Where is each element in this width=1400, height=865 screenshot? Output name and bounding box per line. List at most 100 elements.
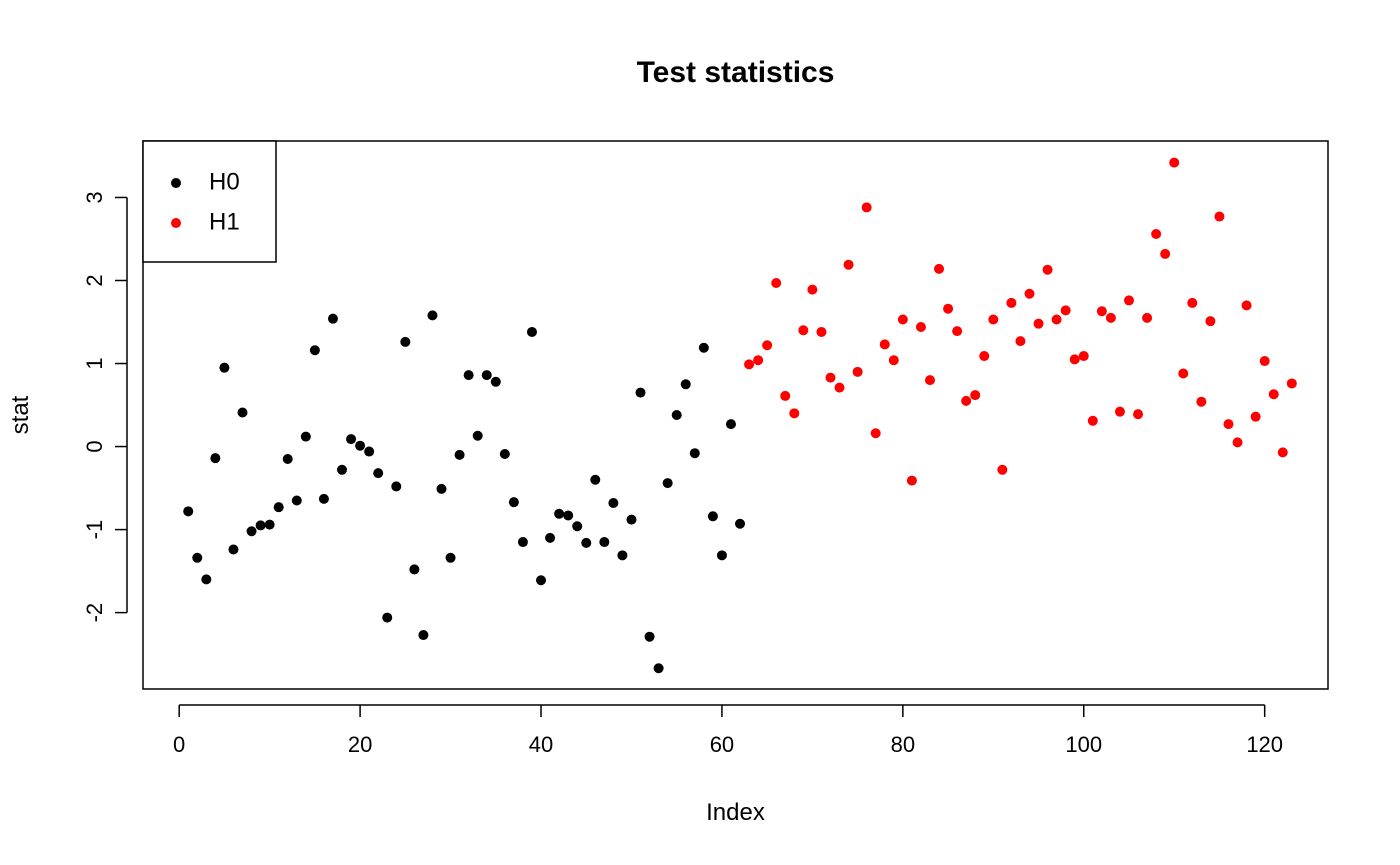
data-point-h1	[1169, 157, 1180, 168]
y-tick-label: 3	[82, 191, 107, 203]
data-point-h0	[400, 336, 411, 347]
data-point-h0	[427, 310, 438, 321]
data-point-h0	[382, 612, 393, 623]
legend: H0 H1	[142, 140, 277, 263]
data-point-h1	[1205, 316, 1216, 327]
data-point-h0	[481, 370, 492, 381]
y-tick-label: 2	[82, 274, 107, 286]
data-point-h0	[201, 574, 212, 585]
data-point-h0	[725, 419, 736, 430]
data-point-h0	[346, 434, 357, 445]
data-point-h1	[1006, 297, 1017, 308]
data-point-h1	[789, 408, 800, 419]
data-point-h1	[798, 325, 809, 336]
data-points	[183, 157, 1297, 674]
data-point-h1	[879, 339, 890, 350]
x-tick-label: 120	[1246, 732, 1283, 757]
data-point-h0	[418, 630, 429, 641]
data-point-h0	[273, 502, 284, 513]
data-point-h1	[1187, 297, 1198, 308]
data-point-h0	[716, 550, 727, 561]
data-point-h1	[1286, 378, 1297, 389]
legend-label-h0: H0	[209, 168, 240, 195]
y-axis-label: stat	[7, 395, 34, 434]
data-point-h0	[445, 552, 456, 563]
data-point-h1	[861, 202, 872, 213]
data-point-h0	[536, 575, 547, 586]
data-point-h0	[572, 521, 583, 532]
x-tick-label: 60	[710, 732, 734, 757]
data-point-h1	[780, 390, 791, 401]
data-point-h0	[291, 495, 302, 506]
data-point-h0	[698, 342, 709, 353]
data-point-h0	[707, 511, 718, 522]
data-point-h1	[979, 351, 990, 362]
data-point-h0	[590, 474, 601, 485]
x-axis: 0 20 40 60 80 100 120	[173, 704, 1283, 757]
data-point-h1	[1268, 389, 1279, 400]
x-axis-label: Index	[706, 799, 765, 826]
legend-marker-h0	[171, 178, 181, 188]
data-point-h0	[237, 407, 248, 418]
data-point-h0	[581, 537, 592, 548]
data-point-h0	[183, 506, 194, 517]
data-point-h0	[282, 454, 293, 465]
data-point-h0	[644, 631, 655, 642]
data-point-h0	[355, 440, 366, 451]
y-axis: -2 -1 0 1 2 3	[82, 191, 128, 623]
data-point-h1	[744, 359, 755, 370]
data-point-h0	[300, 431, 311, 442]
legend-box	[142, 140, 277, 263]
data-point-h0	[599, 537, 610, 548]
data-point-h0	[626, 514, 637, 525]
data-point-h0	[246, 526, 257, 537]
data-point-h1	[988, 314, 999, 325]
data-point-h1	[852, 366, 863, 377]
data-point-h0	[391, 481, 402, 492]
data-point-h1	[834, 382, 845, 393]
data-point-h0	[373, 468, 384, 479]
x-tick-label: 0	[173, 732, 185, 757]
data-point-h0	[192, 552, 203, 563]
data-point-h0	[653, 663, 664, 674]
data-point-h1	[1015, 336, 1026, 347]
legend-marker-h1	[171, 218, 181, 228]
data-point-h0	[563, 510, 574, 521]
data-point-h1	[1178, 368, 1189, 379]
data-point-h1	[1105, 312, 1116, 323]
data-point-h1	[934, 263, 945, 274]
data-point-h1	[1277, 447, 1288, 458]
data-point-h1	[1024, 288, 1035, 299]
data-point-h1	[1069, 354, 1080, 365]
data-point-h1	[1051, 314, 1062, 325]
data-point-h0	[454, 449, 465, 460]
data-point-h0	[554, 508, 565, 519]
data-point-h0	[680, 379, 691, 390]
data-point-h1	[753, 355, 764, 366]
data-point-h0	[309, 345, 320, 356]
data-point-h1	[1196, 396, 1207, 407]
data-point-h0	[499, 449, 510, 460]
data-point-h0	[617, 550, 628, 561]
data-point-h0	[219, 362, 230, 373]
legend-label-h1: H1	[209, 208, 240, 235]
data-point-h1	[807, 284, 818, 295]
data-point-h0	[228, 544, 239, 555]
data-point-h1	[1250, 411, 1261, 422]
y-tick-label: 0	[82, 440, 107, 452]
data-point-h1	[1123, 295, 1134, 306]
data-point-h1	[1223, 419, 1234, 430]
data-point-h0	[545, 532, 556, 543]
y-tick-label: -2	[82, 603, 107, 623]
data-point-h1	[1096, 306, 1107, 317]
data-point-h1	[1151, 228, 1162, 239]
data-point-h0	[472, 430, 483, 441]
data-point-h1	[1060, 305, 1071, 316]
data-point-h0	[436, 483, 447, 494]
y-tick-label: 1	[82, 357, 107, 369]
data-point-h0	[264, 519, 275, 530]
data-point-h0	[608, 498, 619, 509]
data-point-h1	[1078, 351, 1089, 362]
data-point-h1	[970, 390, 981, 401]
